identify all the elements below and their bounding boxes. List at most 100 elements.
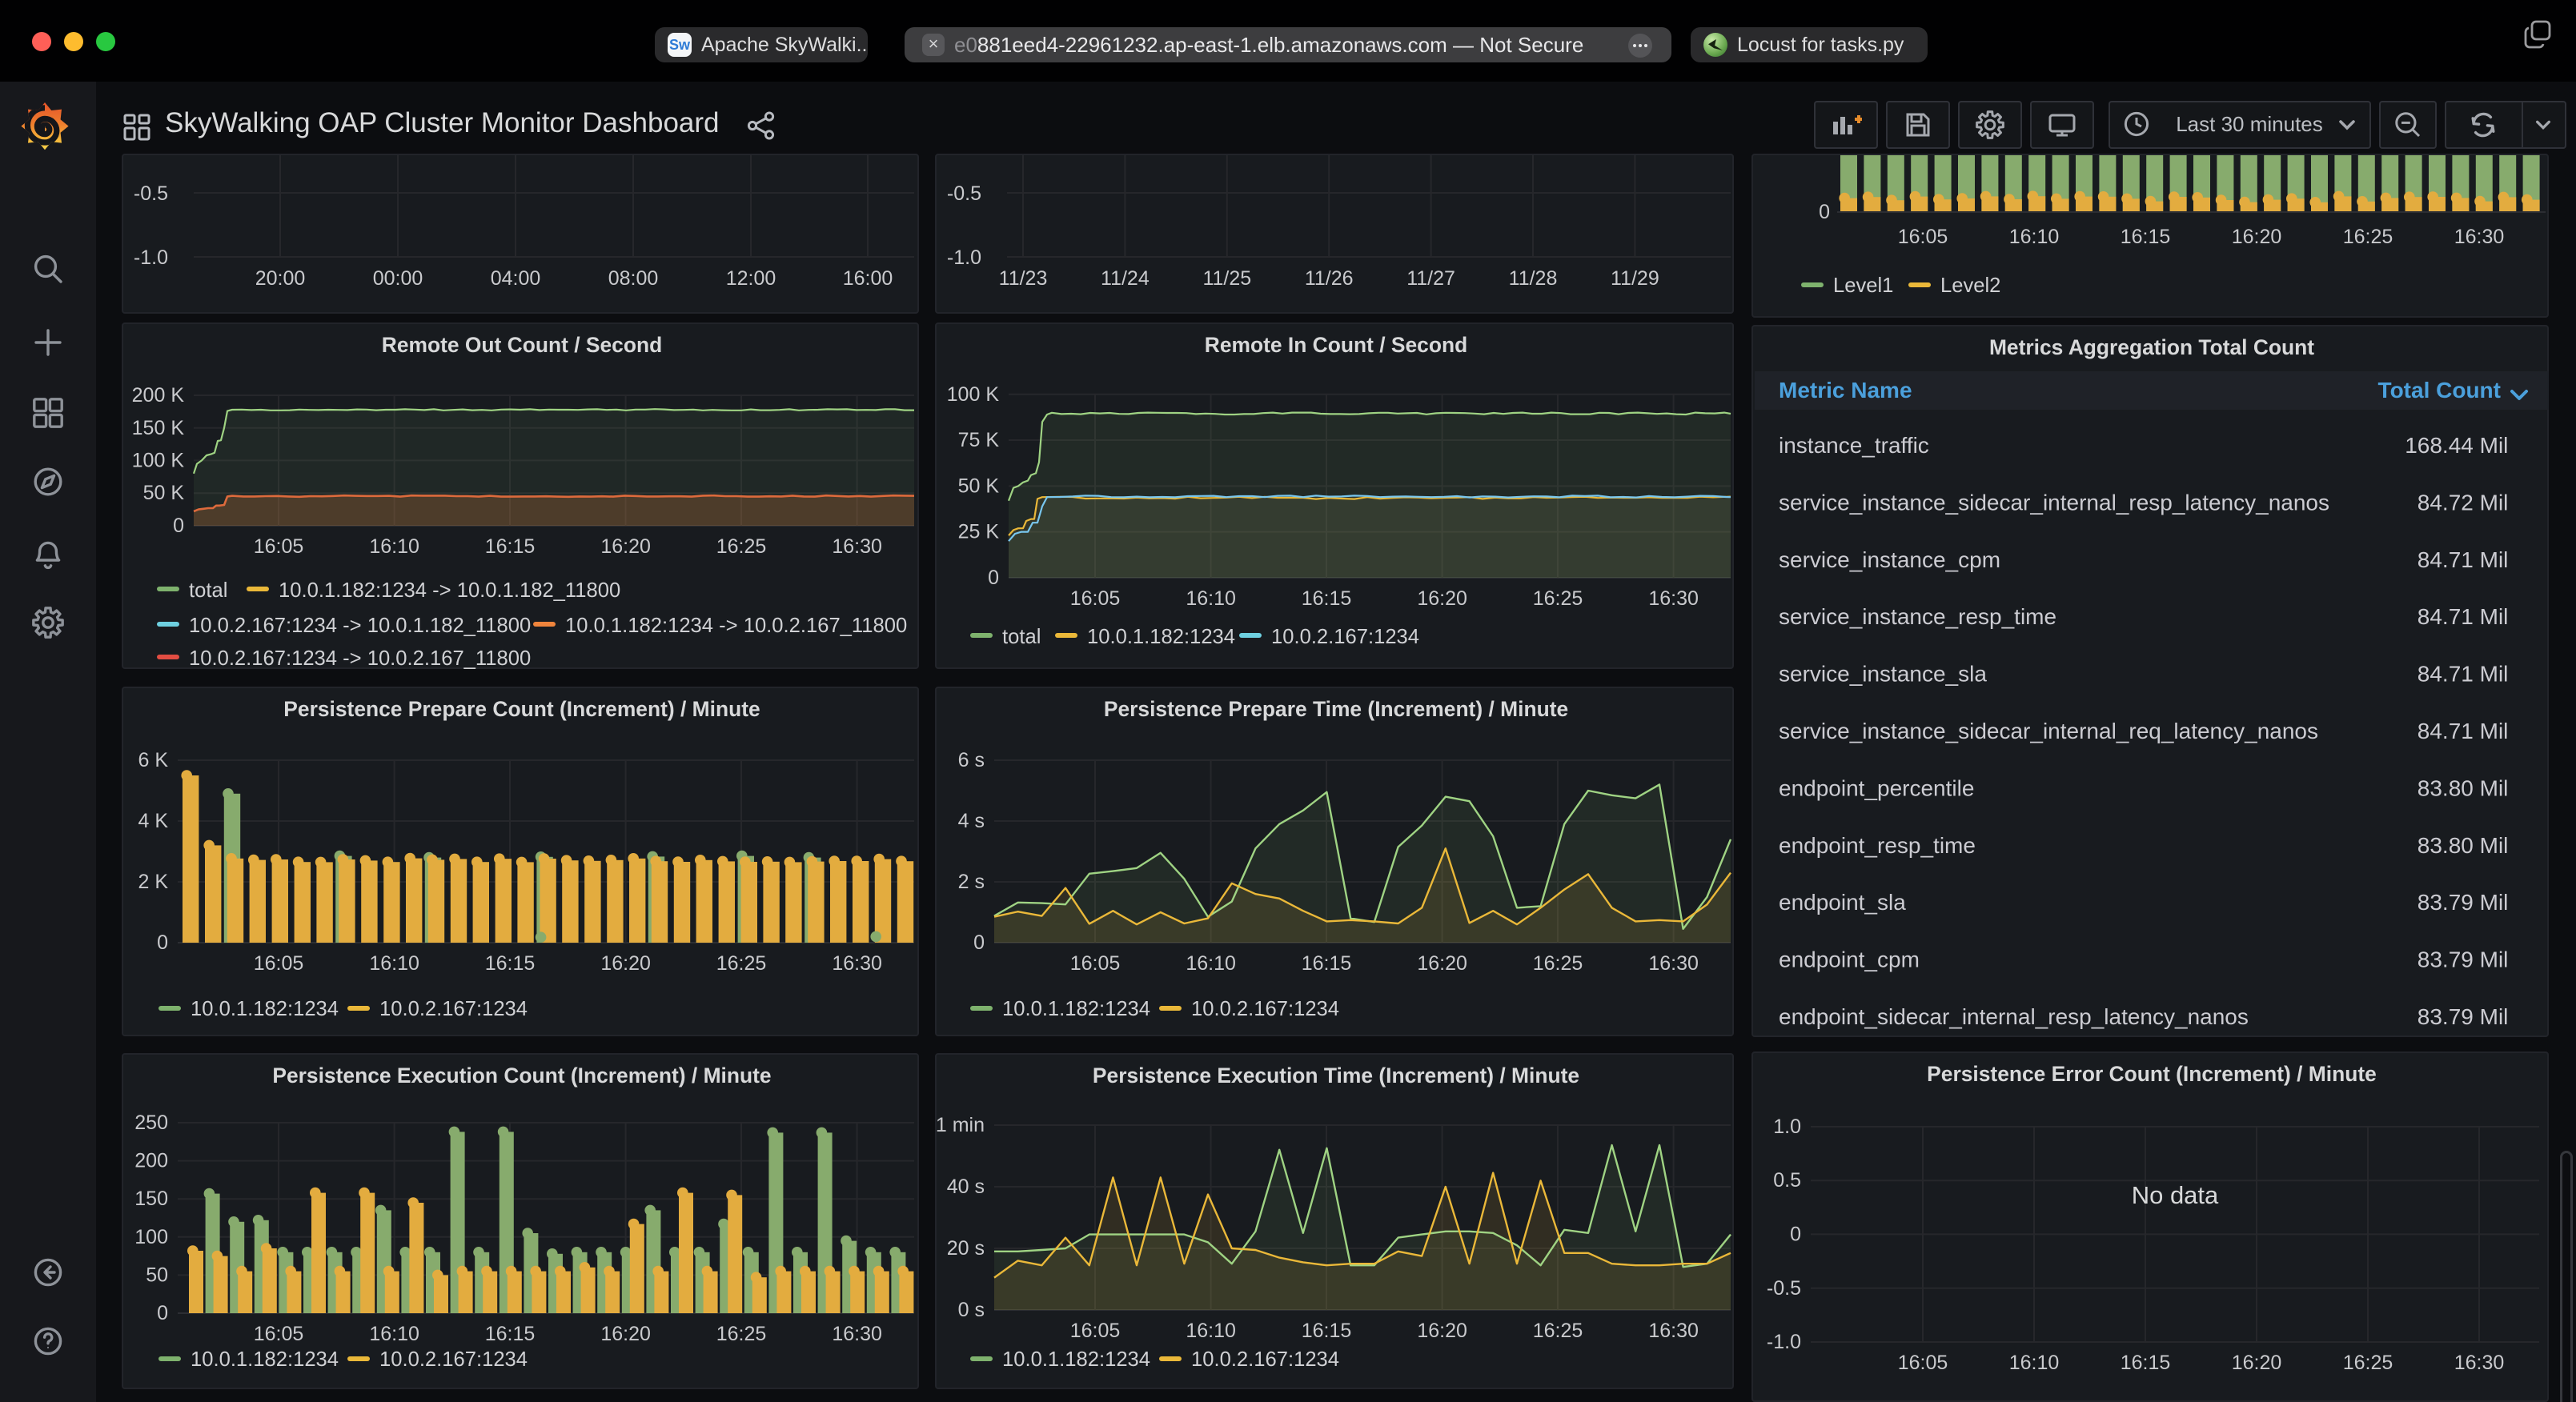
- svg-text:6 K: 6 K: [138, 749, 168, 771]
- svg-text:10.0.2.167:1234: 10.0.2.167:1234: [1191, 1348, 1339, 1371]
- svg-text:service_instance_cpm: service_instance_cpm: [1779, 547, 2000, 572]
- svg-text:Level2: Level2: [1940, 274, 2000, 297]
- svg-text:40 s: 40 s: [947, 1176, 985, 1198]
- svg-text:16:15: 16:15: [1302, 952, 1352, 975]
- svg-text:Persistence Prepare Time (Incr: Persistence Prepare Time (Increment) / M…: [1104, 697, 1568, 721]
- svg-text:16:10: 16:10: [1186, 587, 1236, 610]
- svg-text:10.0.1.182:1234: 10.0.1.182:1234: [1087, 626, 1235, 648]
- svg-text:Persistence Execution Time (In: Persistence Execution Time (Increment) /…: [1093, 1064, 1579, 1088]
- svg-text:200 K: 200 K: [132, 384, 185, 407]
- svg-text:-1.0: -1.0: [134, 246, 168, 269]
- svg-text:total: total: [189, 579, 227, 602]
- svg-text:-1.0: -1.0: [1767, 1331, 1801, 1353]
- svg-text:No data: No data: [2132, 1181, 2219, 1209]
- svg-text:Metric Name: Metric Name: [1779, 378, 1912, 403]
- svg-text:16:10: 16:10: [369, 952, 419, 975]
- svg-text:16:05: 16:05: [254, 952, 304, 975]
- svg-text:service_instance_sidecar_inter: service_instance_sidecar_internal_req_la…: [1779, 719, 2318, 743]
- svg-text:16:20: 16:20: [600, 535, 651, 558]
- svg-text:11/27: 11/27: [1406, 267, 1455, 290]
- svg-text:08:00: 08:00: [608, 267, 659, 290]
- svg-text:16:20: 16:20: [600, 952, 651, 975]
- svg-text:83.79 Mil: 83.79 Mil: [2418, 1004, 2509, 1029]
- svg-text:0: 0: [157, 931, 168, 954]
- svg-text:100: 100: [134, 1226, 168, 1248]
- svg-text:16:30: 16:30: [1648, 587, 1699, 610]
- svg-text:11/26: 11/26: [1305, 267, 1354, 290]
- svg-text:11/25: 11/25: [1202, 267, 1251, 290]
- svg-text:25 K: 25 K: [958, 521, 1000, 543]
- svg-text:16:20: 16:20: [2232, 1352, 2282, 1374]
- svg-text:16:25: 16:25: [2343, 226, 2393, 248]
- svg-text:16:05: 16:05: [254, 535, 304, 558]
- svg-text:16:25: 16:25: [1533, 1320, 1583, 1342]
- svg-text:-1.0: -1.0: [947, 246, 981, 269]
- svg-text:16:15: 16:15: [485, 1323, 536, 1345]
- svg-text:16:30: 16:30: [2454, 1352, 2505, 1374]
- svg-text:Persistence Execution Count (I: Persistence Execution Count (Increment) …: [272, 1064, 771, 1088]
- svg-text:84.71 Mil: 84.71 Mil: [2418, 719, 2509, 743]
- svg-text:10.0.1.182:1234: 10.0.1.182:1234: [191, 1348, 339, 1371]
- svg-text:16:30: 16:30: [832, 535, 882, 558]
- svg-text:16:15: 16:15: [1302, 1320, 1352, 1342]
- svg-text:168.44 Mil: 168.44 Mil: [2405, 433, 2508, 458]
- svg-text:10.0.2.167:1234 -> 10.0.2.167_: 10.0.2.167:1234 -> 10.0.2.167_11800: [189, 647, 531, 670]
- svg-text:16:10: 16:10: [369, 1323, 419, 1345]
- svg-text:0: 0: [1790, 1223, 1801, 1245]
- svg-text:Remote In Count / Second: Remote In Count / Second: [1205, 333, 1467, 357]
- svg-text:Persistence Error Count (Incre: Persistence Error Count (Increment) / Mi…: [1927, 1062, 2377, 1086]
- svg-text:Level1: Level1: [1833, 274, 1893, 297]
- svg-text:10.0.1.182:1234 -> 10.0.2.167_: 10.0.1.182:1234 -> 10.0.2.167_11800: [565, 615, 907, 637]
- svg-text:16:15: 16:15: [485, 535, 536, 558]
- svg-text:16:20: 16:20: [2232, 226, 2282, 248]
- svg-text:10.0.2.167:1234: 10.0.2.167:1234: [379, 1348, 528, 1371]
- svg-text:16:25: 16:25: [716, 1323, 767, 1345]
- svg-text:-0.5: -0.5: [947, 182, 981, 205]
- svg-text:100 K: 100 K: [947, 383, 1000, 406]
- svg-text:83.80 Mil: 83.80 Mil: [2418, 833, 2509, 858]
- svg-text:16:25: 16:25: [1533, 587, 1583, 610]
- svg-text:service_instance_resp_time: service_instance_resp_time: [1779, 604, 2056, 629]
- svg-text:84.71 Mil: 84.71 Mil: [2418, 604, 2509, 629]
- svg-text:150 K: 150 K: [132, 417, 185, 439]
- svg-text:0 s: 0 s: [958, 1299, 985, 1321]
- svg-text:84.72 Mil: 84.72 Mil: [2418, 490, 2509, 515]
- svg-text:16:30: 16:30: [832, 952, 882, 975]
- svg-text:4 s: 4 s: [958, 810, 985, 832]
- svg-text:16:15: 16:15: [485, 952, 536, 975]
- svg-text:endpoint_sla: endpoint_sla: [1779, 890, 1906, 915]
- svg-text:150: 150: [134, 1188, 168, 1210]
- svg-text:10.0.1.182:1234: 10.0.1.182:1234: [1002, 1348, 1150, 1371]
- svg-text:service_instance_sidecar_inter: service_instance_sidecar_internal_resp_l…: [1779, 490, 2329, 515]
- svg-text:16:10: 16:10: [1186, 952, 1236, 975]
- svg-text:total: total: [1002, 626, 1041, 648]
- svg-text:service_instance_sla: service_instance_sla: [1779, 662, 1987, 687]
- svg-text:11/24: 11/24: [1101, 267, 1150, 290]
- svg-text:10.0.2.167:1234: 10.0.2.167:1234: [1191, 998, 1339, 1020]
- svg-text:16:30: 16:30: [832, 1323, 882, 1345]
- svg-text:16:00: 16:00: [843, 267, 893, 290]
- svg-text:4 K: 4 K: [138, 810, 168, 832]
- svg-text:16:05: 16:05: [1898, 1352, 1948, 1374]
- svg-text:04:00: 04:00: [491, 267, 541, 290]
- svg-text:16:05: 16:05: [254, 1323, 304, 1345]
- svg-text:10.0.1.182:1234: 10.0.1.182:1234: [191, 998, 339, 1020]
- svg-text:6 s: 6 s: [958, 749, 985, 771]
- svg-text:50 K: 50 K: [143, 482, 185, 504]
- svg-text:16:20: 16:20: [1417, 952, 1467, 975]
- svg-text:75 K: 75 K: [958, 429, 1000, 451]
- svg-text:50: 50: [146, 1264, 168, 1286]
- svg-text:Persistence Prepare Count (Inc: Persistence Prepare Count (Increment) / …: [283, 697, 760, 721]
- svg-text:16:15: 16:15: [2121, 1352, 2171, 1374]
- svg-text:16:30: 16:30: [2454, 226, 2505, 248]
- svg-text:16:10: 16:10: [1186, 1320, 1236, 1342]
- svg-text:11/23: 11/23: [999, 267, 1048, 290]
- svg-text:16:20: 16:20: [1417, 1320, 1467, 1342]
- svg-text:16:25: 16:25: [716, 535, 767, 558]
- svg-text:16:10: 16:10: [369, 535, 419, 558]
- svg-text:1 min: 1 min: [937, 1114, 985, 1136]
- svg-text:84.71 Mil: 84.71 Mil: [2418, 662, 2509, 687]
- svg-text:0: 0: [173, 515, 184, 537]
- svg-text:20 s: 20 s: [947, 1237, 985, 1260]
- svg-text:0.5: 0.5: [1773, 1169, 1801, 1192]
